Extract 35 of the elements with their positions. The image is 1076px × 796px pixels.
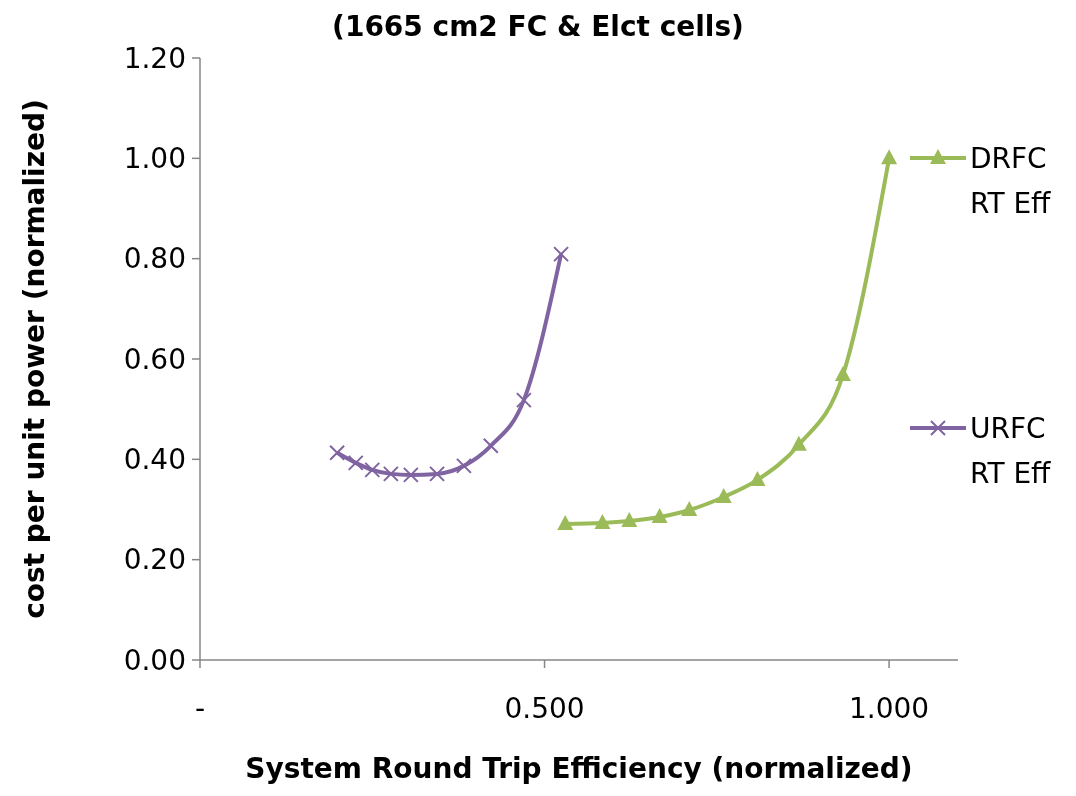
point [429,465,446,482]
point [557,515,574,531]
legend-label: DRFC RT Eff [970,141,1052,220]
point [553,246,570,263]
point [515,392,532,409]
y-tick-label: 0.20 [123,543,186,577]
y-tick-label: 0.60 [123,342,186,376]
point [594,514,611,530]
y-tick-label: 0.80 [123,242,186,276]
point [834,366,851,382]
x-tick-label: 1.000 [849,692,930,725]
point [749,470,766,486]
point [402,466,419,483]
x-tick-label: - [194,692,206,725]
x-tick-label: 0.500 [504,692,585,725]
y-tick-label: 1.00 [123,142,186,176]
point [382,465,399,482]
point [681,501,698,516]
point [621,512,638,528]
point [347,454,364,471]
y-axis-title: cost per unit power (normalized) [18,99,51,619]
y-tick-label: 0.40 [123,443,186,477]
y-tick-label: 1.20 [123,41,186,75]
point [455,457,472,474]
point [715,487,732,503]
chart-title: (1665 cm2 FC & Elct cells) [332,10,744,43]
legend-label: URFC RT Eff [970,411,1052,490]
point [790,435,807,451]
y-tick-label: 0.00 [123,643,186,677]
point [651,508,668,524]
point [881,149,898,165]
x-axis-title: System Round Trip Efficiency (normalized) [245,752,913,785]
point [482,437,499,454]
point [364,461,381,478]
point [329,444,346,461]
